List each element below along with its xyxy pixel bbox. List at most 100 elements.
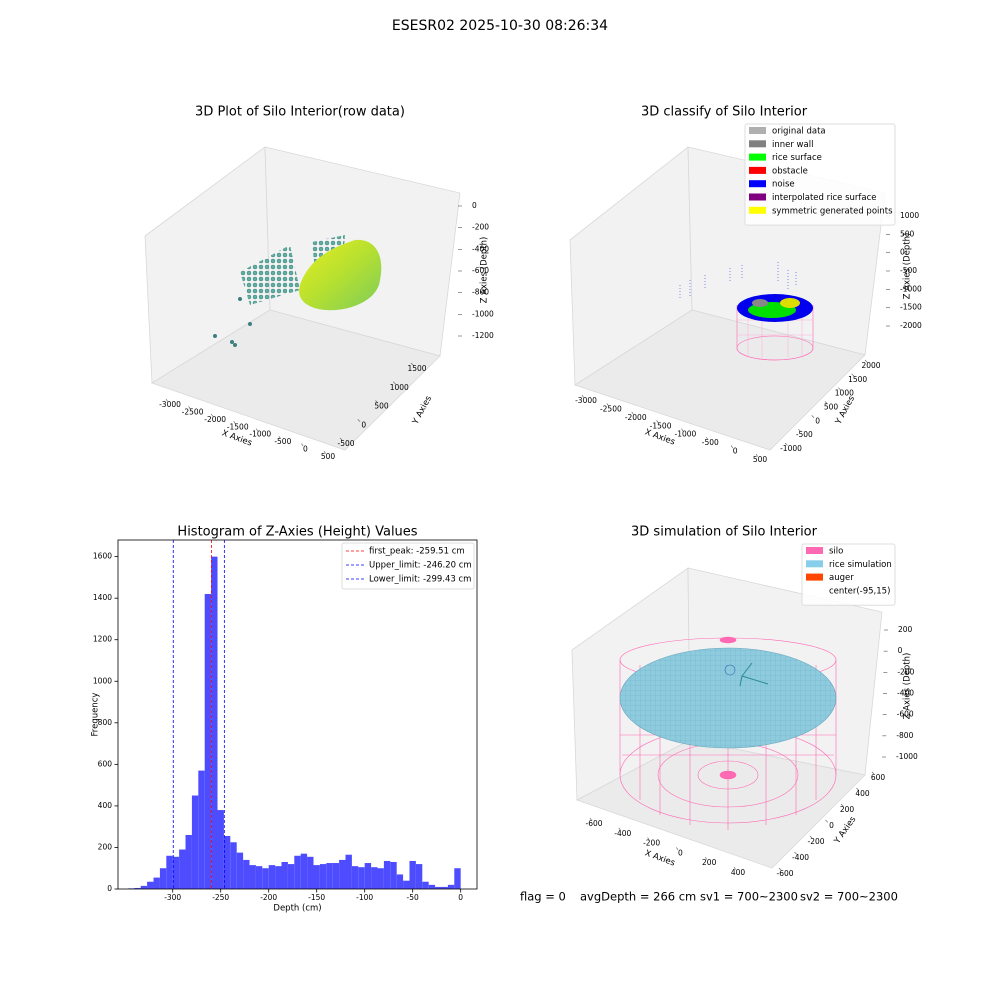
y-tick: [825, 819, 829, 823]
x-tick-label: 0: [458, 893, 463, 902]
z-tick-label: 500: [900, 229, 915, 238]
x-tick-label: -300: [164, 893, 181, 902]
histogram-bar: [332, 863, 340, 889]
legend-patch: [749, 180, 766, 188]
x-tick: [755, 453, 758, 457]
legend-label: inner wall: [772, 140, 813, 150]
histogram-bar: [390, 861, 397, 889]
histogram-bar: [403, 880, 410, 889]
histogram-bar: [191, 795, 199, 889]
subplot-title: Histogram of Z-Axies (Height) Values: [177, 525, 417, 540]
histogram-bar: [454, 868, 461, 889]
histogram-bar: [166, 855, 173, 889]
x-tick: [589, 817, 592, 821]
z-tick-label: -600: [472, 266, 489, 275]
legend-patch: [806, 573, 823, 581]
histogram-bar: [211, 556, 218, 889]
axis-label: Y Axies: [832, 814, 859, 846]
x-tick-label: -500: [702, 438, 719, 447]
y-tick: [794, 851, 798, 855]
histogram-bar: [351, 866, 359, 889]
x-tick-label: -2500: [600, 404, 622, 413]
x-tick: [278, 435, 281, 439]
legend-label: original data: [772, 127, 826, 137]
legend-label: rice simulation: [829, 560, 892, 570]
z-tick-label: -2000: [900, 321, 922, 330]
x-tick: [656, 420, 659, 423]
histogram-bar: [179, 849, 186, 889]
legend-box: [801, 543, 896, 606]
axis-label: Z Axies (Depth): [903, 653, 913, 720]
y-tick-label: 800: [98, 718, 113, 727]
x-tick: [706, 436, 709, 440]
x-tick: [233, 421, 236, 424]
legend-label: Upper_limit: -246.20 cm: [369, 561, 472, 571]
axis-label: X Axies: [643, 848, 676, 868]
status-text: flag = 0: [520, 890, 566, 904]
y-tick: [840, 803, 844, 807]
z-tick-label: -600: [897, 710, 914, 719]
y-tick-label: 1500: [407, 364, 426, 373]
x-tick: [733, 866, 736, 870]
status-text: sv2 = 700~2300: [800, 890, 898, 904]
z-tick-label: -400: [472, 244, 489, 253]
z-tick-label: -800: [472, 288, 489, 297]
x-tick-label: 0: [678, 848, 683, 857]
y-tick: [824, 401, 828, 405]
y-tick-label: 400: [98, 801, 113, 810]
x-tick-label: -50: [407, 893, 419, 902]
histogram-bar: [249, 865, 256, 889]
x-tick-label: -2000: [625, 413, 647, 422]
y-tick-label: -500: [796, 430, 813, 439]
histogram-bar: [300, 853, 308, 889]
y-tick-label: 1600: [93, 552, 112, 561]
legend-patch: [749, 153, 766, 161]
histogram-bar: [275, 866, 282, 889]
histogram-bar: [140, 885, 148, 889]
z-tick-label: -1200: [472, 331, 494, 340]
subplot-title: 3D Plot of Silo Interior(row data): [195, 105, 405, 120]
x-tick-label: -250: [212, 893, 229, 902]
status-text: avgDepth = 266 cm: [580, 890, 696, 904]
y-tick: [851, 373, 855, 377]
legend-patch: [806, 586, 823, 594]
y-tick-label: 1400: [93, 593, 112, 602]
x-tick: [730, 445, 733, 449]
subplot-title: 3D simulation of Silo Interior: [631, 525, 818, 540]
histogram-bar: [159, 868, 167, 889]
x-tick-label: 500: [321, 452, 336, 461]
legend-patch: [749, 140, 766, 148]
y-tick: [778, 867, 782, 871]
x-tick: [165, 398, 168, 402]
x-axis-label: Depth (cm): [273, 904, 321, 914]
x-tick-label: -200: [260, 893, 277, 902]
x-tick-label: 0: [733, 447, 738, 456]
y-tick: [339, 437, 343, 441]
histogram-bar: [435, 886, 442, 889]
suptitle: ESESR02 2025-10-30 08:26:34: [392, 18, 608, 34]
x-tick-label: -3000: [575, 396, 597, 405]
y-tick: [410, 362, 414, 366]
y-tick-label: 600: [871, 773, 886, 782]
histogram-bar: [294, 855, 301, 889]
histogram-bar: [422, 881, 429, 889]
x-tick-label: -1000: [675, 430, 697, 439]
x-tick: [323, 450, 326, 454]
z-tick-label: -200: [897, 667, 914, 676]
z-tick-label: -400: [897, 689, 914, 698]
y-tick-label: 1000: [835, 389, 854, 398]
histogram-bar: [358, 867, 365, 889]
histogram-bar: [243, 859, 250, 889]
legend-label: rice surface: [772, 153, 822, 163]
y-tick-label: 2000: [861, 361, 880, 370]
histogram-bar: [339, 859, 346, 889]
x-tick: [210, 413, 213, 417]
x-tick: [681, 428, 684, 432]
plot-frame: [117, 539, 478, 890]
y-tick-label: 600: [98, 759, 113, 768]
histogram-bar: [441, 886, 448, 889]
x-tick: [606, 403, 609, 406]
histogram-bar: [236, 852, 244, 889]
x-tick: [676, 847, 679, 850]
x-tick: [704, 857, 708, 860]
